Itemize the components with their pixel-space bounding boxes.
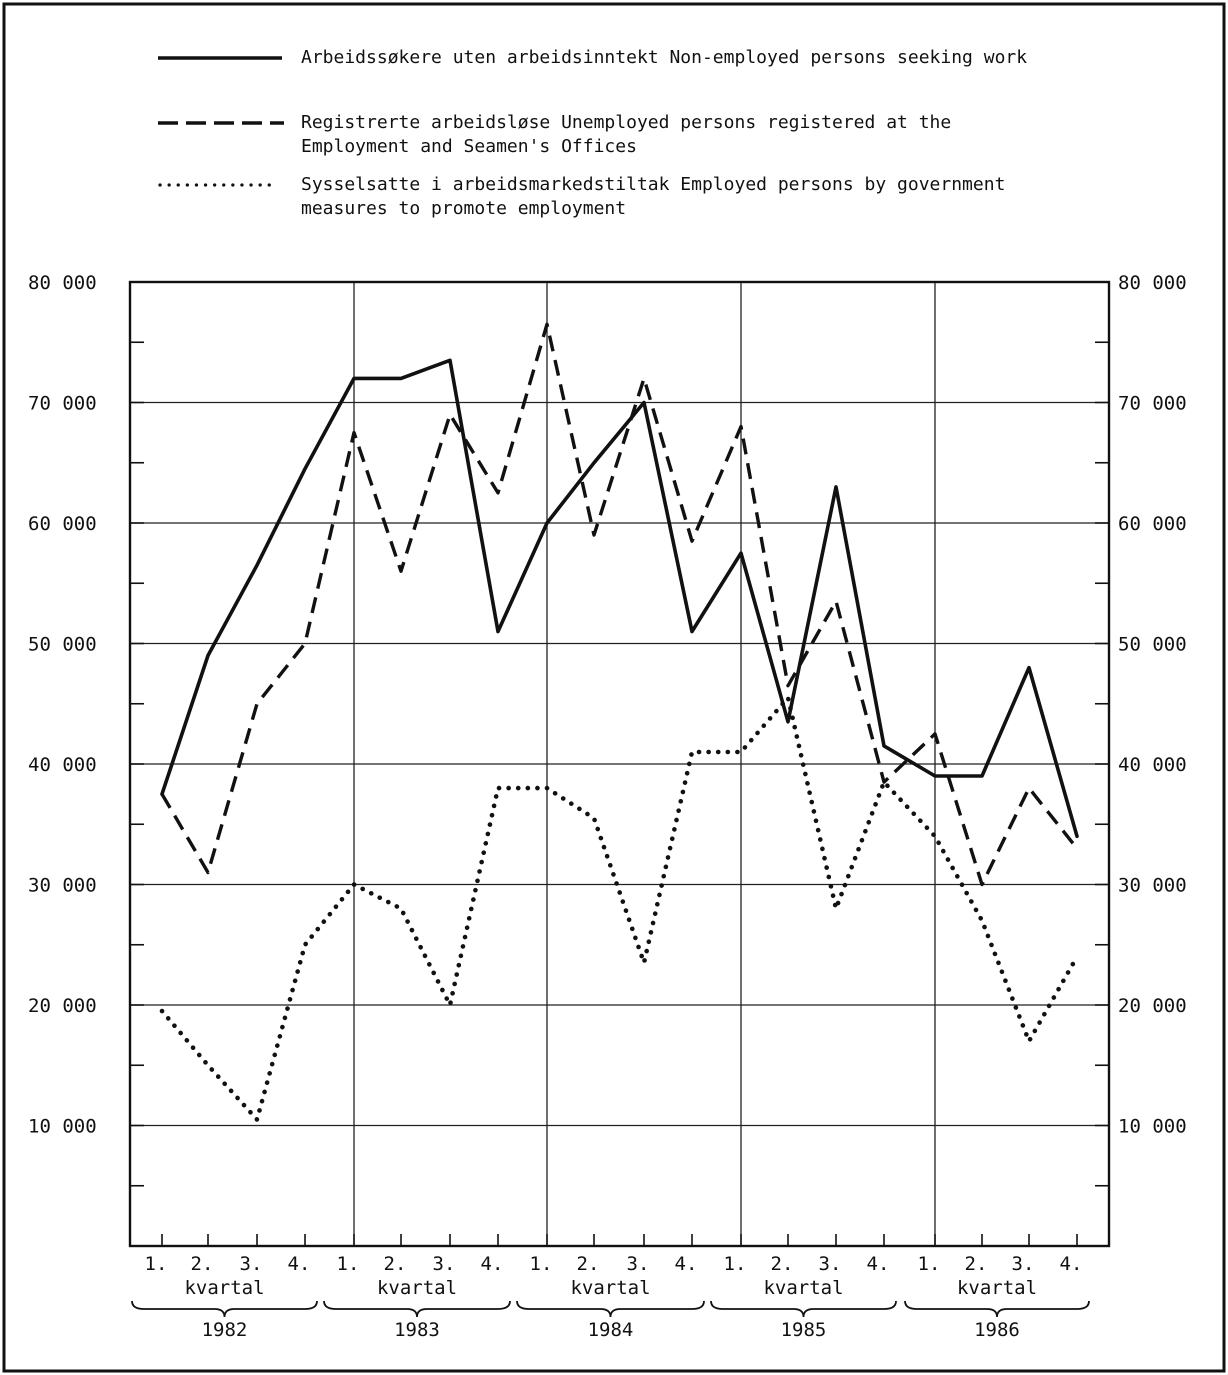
legend-label: Arbeidssøkere uten arbeidsinntekt Non-em…: [301, 47, 1027, 68]
legend-label: measures to promote employment: [301, 198, 626, 219]
series-dotted: [159, 695, 1080, 1122]
y-tick-label-left: 20 000: [28, 995, 97, 1017]
x-tick-label: 2.: [384, 1253, 407, 1275]
y-tick-label-right: 10 000: [1118, 1116, 1187, 1138]
legend-label: Registrerte arbeidsløse Unemployed perso…: [301, 112, 951, 133]
y-tick-label-right: 50 000: [1118, 634, 1187, 656]
year-label: 1986: [974, 1319, 1020, 1341]
x-tick-label: 2.: [191, 1253, 214, 1275]
year-label: 1984: [588, 1319, 634, 1341]
legend-entry-dashed: Registrerte arbeidsløse Unemployed perso…: [158, 112, 951, 157]
x-tick-label: 3.: [1012, 1253, 1035, 1275]
x-tick-label: 3.: [240, 1253, 263, 1275]
y-tick-label-right: 40 000: [1118, 754, 1187, 776]
x-tick-label: 4.: [288, 1253, 311, 1275]
y-tick-label-right: 60 000: [1118, 513, 1187, 535]
year-brace: [323, 1300, 511, 1318]
x-tick-label: 3.: [819, 1253, 842, 1275]
x-tick-label: 2.: [577, 1253, 600, 1275]
y-tick-label-left: 60 000: [28, 513, 97, 535]
year-label: 1983: [394, 1319, 440, 1341]
x-tick-label: 4.: [867, 1253, 890, 1275]
series-line-dashed: [160, 322, 1079, 887]
period-label: kvartal: [763, 1277, 843, 1299]
x-tick-label: 3.: [433, 1253, 456, 1275]
y-tick-label-left: 30 000: [28, 875, 97, 897]
series-line-dotted: [159, 695, 1080, 1122]
legend-label: Sysselsatte i arbeidsmarkedstiltak Emplo…: [301, 174, 1005, 195]
year-brace: [516, 1300, 705, 1318]
year-label: 1985: [781, 1319, 827, 1341]
x-tick-label: 4.: [481, 1253, 504, 1275]
x-tick-label: 2.: [771, 1253, 794, 1275]
x-tick-label: 3.: [627, 1253, 650, 1275]
period-label: kvartal: [570, 1277, 650, 1299]
legend-entry-solid: Arbeidssøkere uten arbeidsinntekt Non-em…: [158, 47, 1027, 68]
y-tick-label-left: 70 000: [28, 393, 97, 415]
year-label: 1982: [202, 1319, 248, 1341]
y-tick-label-left: 50 000: [28, 634, 97, 656]
x-tick-label: 1.: [337, 1253, 360, 1275]
y-tick-label-left: 40 000: [28, 754, 97, 776]
y-tick-label-right: 80 000: [1118, 272, 1187, 294]
x-tick-label: 1.: [918, 1253, 941, 1275]
series-line-solid: [160, 358, 1079, 839]
x-axis: 1. 2. 3. 4. 1. 2. 3. 4. 1. 2. 3. 4. 1. 2. 3. 4. 1. 2. 3. 4.…: [131, 1234, 1090, 1341]
series-dashed: [160, 322, 1079, 887]
period-label: kvartal: [957, 1277, 1037, 1299]
period-label: kvartal: [377, 1277, 457, 1299]
y-tick-label-right: 70 000: [1118, 393, 1187, 415]
x-tick-label: 1.: [530, 1253, 553, 1275]
legend-entry-dotted: Sysselsatte i arbeidsmarkedstiltak Emplo…: [158, 174, 1005, 219]
y-tick-label-right: 20 000: [1118, 995, 1187, 1017]
y-tick-label-left: 80 000: [28, 272, 97, 294]
period-label: kvartal: [184, 1277, 264, 1299]
series-solid: [160, 358, 1079, 839]
legend-label: Employment and Seamen's Offices: [301, 136, 637, 157]
year-brace: [904, 1300, 1090, 1318]
x-tick-label: 4.: [675, 1253, 698, 1275]
x-tick-label: 4.: [1060, 1253, 1083, 1275]
year-brace: [131, 1300, 318, 1318]
y-axis-left: 10 000 20 000 30 000 40 000 50 000 60 000 70 0…: [28, 272, 1109, 1187]
x-tick-label: 1.: [145, 1253, 168, 1275]
x-tick-label: 2.: [965, 1253, 988, 1275]
x-tick-label: 1.: [724, 1253, 747, 1275]
y-tick-label-left: 10 000: [28, 1116, 97, 1138]
y-axis-right: 10 000 20 000 30 000 40 000 50 000 60 000 70 0…: [1118, 272, 1187, 1138]
year-brace: [710, 1300, 897, 1318]
series-layer: [159, 322, 1080, 1122]
legend: Arbeidssøkere uten arbeidsinntekt Non-em…: [158, 47, 1027, 219]
y-tick-label-right: 30 000: [1118, 875, 1187, 897]
